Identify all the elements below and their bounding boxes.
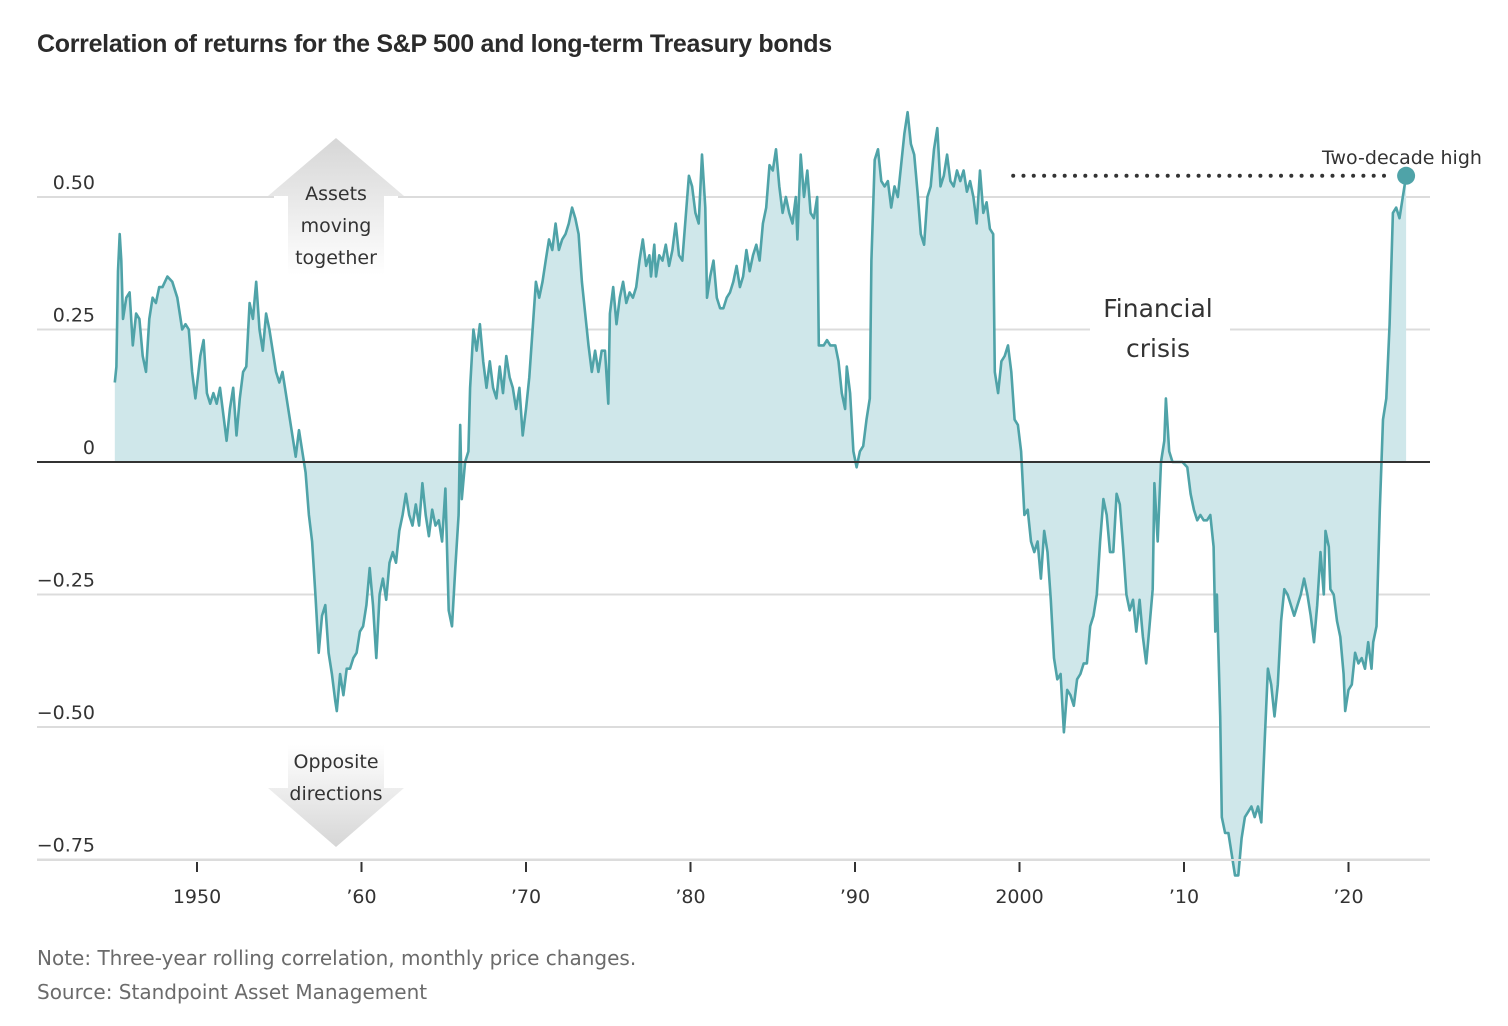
- reference-dot: [1299, 173, 1304, 178]
- area-fill: [114, 112, 1407, 876]
- annotation-label: crisis: [1126, 334, 1190, 363]
- annotation-label: moving: [301, 215, 372, 237]
- reference-dot: [1330, 173, 1335, 178]
- reference-dot: [1227, 173, 1232, 178]
- reference-dot: [1062, 173, 1067, 178]
- x-tick-label: ’20: [1333, 886, 1363, 908]
- annotation-label: Opposite: [293, 751, 378, 773]
- reference-dot: [1145, 173, 1150, 178]
- reference-dot: [1021, 173, 1026, 178]
- x-tick-label: 1950: [173, 886, 221, 908]
- y-tick-label: 0.50: [53, 172, 95, 194]
- y-tick-label: −0.50: [37, 702, 95, 724]
- endpoint-marker: [1397, 166, 1416, 185]
- reference-dot: [1351, 173, 1356, 178]
- reference-dot: [1186, 173, 1191, 178]
- reference-dot: [1114, 173, 1119, 178]
- reference-dot: [1083, 173, 1088, 178]
- x-tick-label: ’80: [675, 886, 705, 908]
- reference-dot: [1011, 173, 1016, 178]
- y-tick-label: −0.75: [37, 835, 95, 857]
- y-tick-label: 0.25: [53, 305, 95, 327]
- annotation-label: together: [295, 247, 377, 269]
- reference-dot: [1258, 173, 1263, 178]
- annotation-label: Two-decade high: [1321, 147, 1482, 169]
- reference-dot: [1134, 173, 1139, 178]
- y-tick-label: −0.25: [37, 570, 95, 592]
- reference-dot: [1155, 173, 1160, 178]
- reference-dot: [1124, 173, 1129, 178]
- up-arrow-icon: [268, 138, 404, 275]
- chart-note: Note: Three-year rolling correlation, mo…: [37, 946, 637, 970]
- x-tick-label: 2000: [995, 886, 1043, 908]
- reference-dot: [1340, 173, 1345, 178]
- reference-dot: [1371, 173, 1376, 178]
- reference-dot: [1237, 173, 1242, 178]
- reference-dot: [1073, 173, 1077, 178]
- annotation-label: Assets: [305, 183, 367, 205]
- reference-dot: [1279, 173, 1283, 178]
- reference-dot: [1248, 173, 1253, 178]
- reference-dot: [1217, 173, 1222, 178]
- reference-dot: [1093, 173, 1098, 178]
- chart-title: Correlation of returns for the S&P 500 a…: [37, 30, 832, 58]
- series-line: [113, 110, 1408, 877]
- reference-dot: [1289, 173, 1294, 178]
- reference-dot: [1268, 173, 1273, 178]
- reference-dot: [1031, 173, 1036, 178]
- reference-dot: [1196, 173, 1201, 178]
- reference-dot: [1042, 173, 1047, 178]
- down-arrow-icon: [268, 745, 404, 847]
- reference-dot: [1103, 173, 1108, 178]
- reference-dot: [1052, 173, 1057, 178]
- reference-dot: [1361, 173, 1366, 178]
- annotation-layer: Assets moving together Opposite directions Fi…: [268, 138, 1482, 847]
- x-tick-label: ’70: [511, 886, 541, 908]
- reference-dot: [1206, 173, 1211, 178]
- reference-dot: [1176, 173, 1180, 178]
- reference-dot: [1309, 173, 1314, 178]
- annotation-label: directions: [289, 783, 382, 805]
- area-layer: [113, 110, 1408, 877]
- reference-dot: [1382, 173, 1386, 178]
- reference-dot: [1320, 173, 1325, 178]
- axis-layer: 0.50 0.25 0 −0.25 −0.50 −0.75 1950 ’60 ’70 ’80 ’90…: [37, 172, 1430, 908]
- reference-dot: [1165, 173, 1170, 178]
- x-tick-label: ’60: [346, 886, 376, 908]
- x-tick-label: ’90: [840, 886, 870, 908]
- chart-source: Source: Standpoint Asset Management: [37, 980, 428, 1004]
- y-tick-label: 0: [83, 437, 95, 459]
- annotation-label: Financial: [1103, 294, 1212, 323]
- label-gap: [1090, 320, 1230, 340]
- x-tick-label: ’10: [1169, 886, 1199, 908]
